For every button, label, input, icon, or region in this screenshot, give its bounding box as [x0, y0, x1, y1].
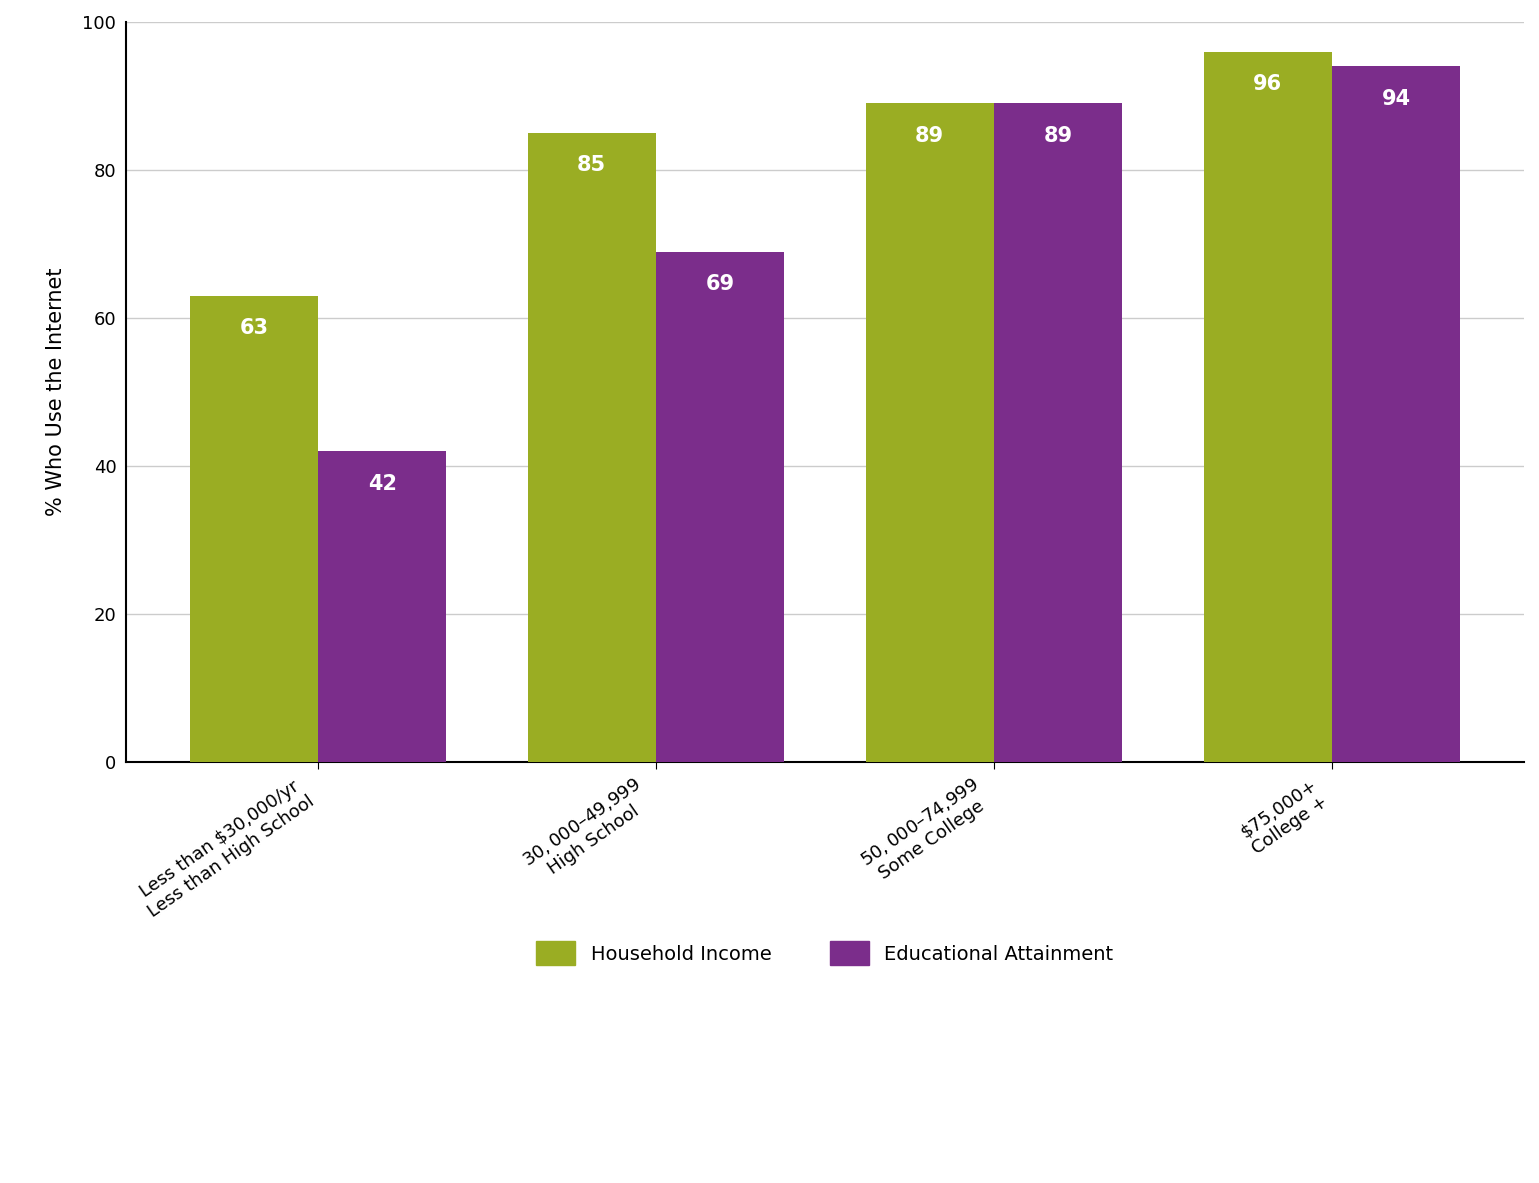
- Bar: [319, 452, 446, 763]
- Bar: [528, 132, 656, 763]
- Text: 96: 96: [1253, 73, 1282, 93]
- Bar: [656, 252, 785, 763]
- Bar: [994, 103, 1122, 763]
- Bar: [1203, 52, 1333, 763]
- Text: 42: 42: [368, 473, 397, 493]
- Text: 63: 63: [239, 318, 268, 338]
- Text: 85: 85: [577, 155, 606, 175]
- Text: 94: 94: [1382, 89, 1411, 109]
- Text: 89: 89: [1043, 125, 1073, 146]
- Bar: [865, 103, 994, 763]
- Bar: [189, 296, 319, 763]
- Text: 69: 69: [706, 273, 734, 293]
- Y-axis label: % Who Use the Internet: % Who Use the Internet: [46, 269, 66, 517]
- Bar: [1333, 66, 1461, 763]
- Text: 89: 89: [916, 125, 945, 146]
- Legend: Household Income, Educational Attainment: Household Income, Educational Attainment: [526, 932, 1123, 975]
